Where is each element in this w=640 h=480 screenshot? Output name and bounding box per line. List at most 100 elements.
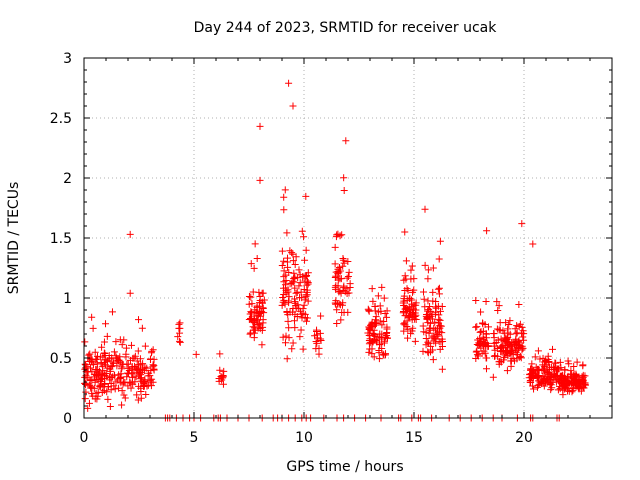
data-point	[336, 267, 344, 275]
data-point	[136, 355, 144, 363]
data-point	[283, 229, 291, 237]
data-point	[512, 346, 520, 354]
data-point	[258, 298, 266, 306]
data-point	[372, 319, 380, 327]
data-point	[425, 339, 433, 347]
data-point	[100, 349, 108, 357]
data-point	[494, 307, 502, 315]
data-point	[495, 302, 503, 310]
data-point	[304, 279, 312, 287]
data-point	[139, 360, 147, 368]
data-point	[247, 260, 255, 268]
data-point	[517, 352, 525, 360]
data-point	[436, 345, 444, 353]
data-point	[313, 339, 321, 347]
data-point	[407, 266, 415, 274]
data-point	[424, 338, 432, 346]
data-point	[401, 272, 409, 280]
data-point	[123, 360, 131, 368]
data-point	[112, 338, 120, 346]
data-point	[176, 338, 184, 346]
data-point	[428, 334, 436, 342]
data-point	[285, 79, 293, 87]
data-point	[579, 373, 587, 381]
data-point	[313, 334, 321, 342]
data-point	[285, 268, 293, 276]
data-point	[581, 372, 589, 380]
data-point	[436, 328, 444, 336]
data-point	[117, 370, 125, 378]
data-point	[99, 383, 107, 391]
data-point	[530, 385, 538, 393]
data-point	[289, 339, 297, 347]
data-point	[99, 367, 107, 375]
data-point	[340, 174, 348, 182]
data-point	[303, 317, 311, 325]
data-point	[250, 314, 258, 322]
data-point	[378, 321, 386, 329]
data-point	[111, 385, 119, 393]
data-point	[403, 317, 411, 325]
data-point	[121, 379, 129, 387]
data-point	[284, 311, 292, 319]
data-point	[81, 360, 89, 368]
data-point	[542, 357, 550, 365]
data-point	[131, 362, 139, 370]
data-point	[473, 351, 481, 359]
data-point	[300, 233, 308, 241]
data-point	[84, 404, 92, 412]
data-point	[364, 305, 372, 313]
data-point	[383, 313, 391, 321]
data-point	[482, 330, 490, 338]
data-point	[436, 237, 444, 245]
data-point	[122, 353, 130, 361]
data-point	[534, 381, 542, 389]
data-point	[419, 347, 427, 355]
data-point	[340, 186, 348, 194]
data-point	[338, 231, 346, 239]
data-point	[569, 372, 577, 380]
data-point	[89, 324, 97, 332]
data-point	[93, 352, 101, 360]
data-point	[507, 357, 515, 365]
data-point	[150, 366, 158, 374]
data-point	[192, 350, 200, 358]
data-point	[338, 308, 346, 316]
data-point	[506, 317, 514, 325]
y-tick-label: 3	[63, 51, 72, 67]
data-point	[436, 307, 444, 315]
data-point	[368, 318, 376, 326]
data-point	[286, 247, 294, 255]
data-point	[490, 329, 498, 337]
data-point	[103, 332, 111, 340]
data-point	[529, 240, 537, 248]
data-point	[93, 360, 101, 368]
data-point	[294, 274, 302, 282]
data-point	[343, 289, 351, 297]
data-point	[368, 285, 376, 293]
data-point	[513, 329, 521, 337]
x-tick-label: 15	[405, 430, 423, 446]
data-point	[255, 288, 263, 296]
data-point	[246, 310, 254, 318]
data-point	[296, 333, 304, 341]
data-point	[313, 328, 321, 336]
data-point	[121, 394, 129, 402]
data-point	[95, 382, 103, 390]
data-point	[281, 186, 289, 194]
data-point	[381, 310, 389, 318]
data-point	[256, 176, 264, 184]
data-point	[149, 363, 157, 371]
data-point	[98, 343, 106, 351]
data-point	[217, 373, 225, 381]
data-point	[520, 336, 528, 344]
data-point	[174, 333, 182, 341]
data-point	[292, 289, 300, 297]
data-point	[281, 339, 289, 347]
data-point	[421, 205, 429, 213]
data-point	[94, 373, 102, 381]
data-point	[421, 261, 429, 269]
data-points	[81, 79, 590, 422]
data-point	[540, 367, 548, 375]
